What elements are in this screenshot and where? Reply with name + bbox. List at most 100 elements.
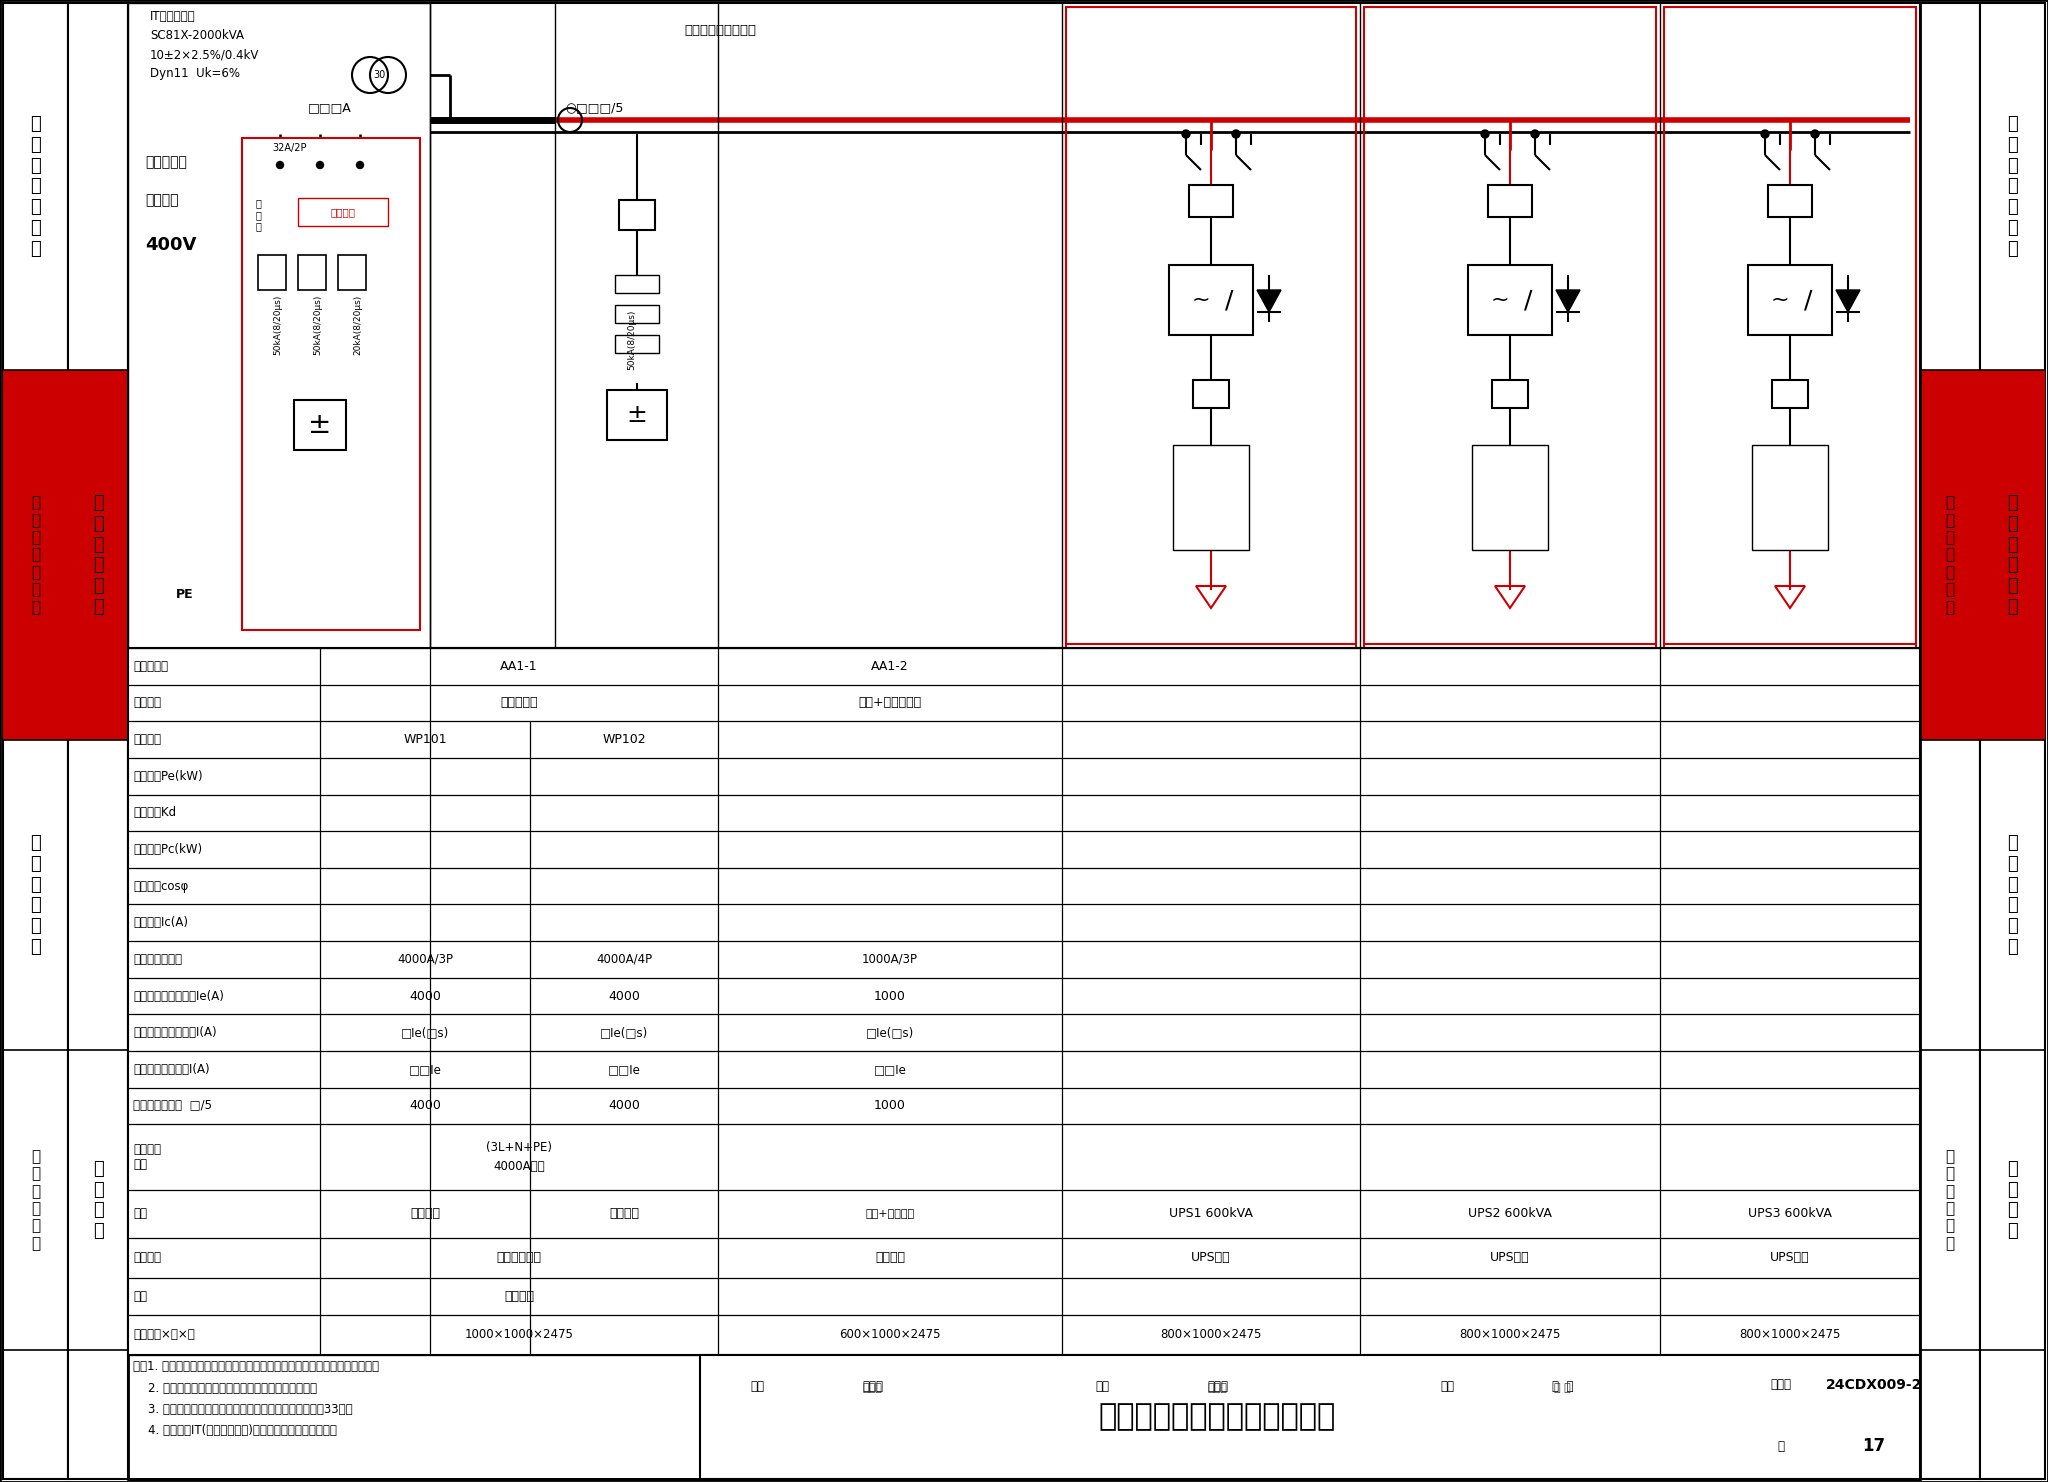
- Polygon shape: [1257, 290, 1280, 313]
- Text: □□□A: □□□A: [307, 101, 352, 114]
- Text: AA1-2: AA1-2: [870, 659, 909, 673]
- Bar: [614, 276, 659, 293]
- Circle shape: [1810, 130, 1819, 138]
- Text: 800×1000×2475: 800×1000×2475: [1739, 1328, 1841, 1341]
- Text: 用途: 用途: [133, 1208, 147, 1221]
- Text: WP101: WP101: [403, 734, 446, 745]
- Bar: [1473, 445, 1548, 550]
- Text: 变
压
器: 变 压 器: [256, 199, 260, 231]
- Text: 24CDX009-2: 24CDX009-2: [1825, 1378, 1921, 1392]
- Bar: [1772, 379, 1808, 408]
- Text: 锂
离
子
电
池
柜: 锂 离 子 电 池 柜: [31, 834, 41, 956]
- Bar: [1980, 3, 2046, 1479]
- Text: 短延时保护整定电流I(A): 短延时保护整定电流I(A): [133, 1026, 217, 1039]
- Polygon shape: [1835, 290, 1860, 313]
- Bar: [1364, 7, 1657, 645]
- Bar: [299, 255, 326, 290]
- Text: 50kA(8/20μs): 50kA(8/20μs): [274, 295, 283, 356]
- Bar: [338, 255, 367, 290]
- Text: AA1-1: AA1-1: [500, 659, 539, 673]
- Text: 电
力
模
块
及
其: 电 力 模 块 及 其: [92, 494, 102, 617]
- Text: 尺寸：宽×高×深: 尺寸：宽×高×深: [133, 1328, 195, 1341]
- Text: 电流互感器变比  □/5: 电流互感器变比 □/5: [133, 1100, 213, 1113]
- Text: 监控系统: 监控系统: [133, 1251, 162, 1264]
- Text: UPS主控: UPS主控: [1192, 1251, 1231, 1264]
- Circle shape: [1233, 130, 1239, 138]
- Text: 计算容量Pc(kW): 计算容量Pc(kW): [133, 843, 203, 857]
- Text: 50kA(8/20μs): 50kA(8/20μs): [313, 295, 322, 356]
- Text: 4000A/4P: 4000A/4P: [596, 953, 651, 966]
- Text: 17: 17: [1862, 1438, 1886, 1455]
- Text: UPS1 600kVA: UPS1 600kVA: [1169, 1208, 1253, 1221]
- Text: 设备容量Pe(kW): 设备容量Pe(kW): [133, 769, 203, 782]
- Text: □□Ie: □□Ie: [408, 1063, 442, 1076]
- Text: 断路器型号规格: 断路器型号规格: [133, 953, 182, 966]
- Text: 设
计
与
安
装
要
点: 设 计 与 安 装 要 点: [2007, 116, 2017, 258]
- Text: 功率因数cosφ: 功率因数cosφ: [133, 880, 188, 892]
- Circle shape: [1532, 130, 1538, 138]
- Circle shape: [1481, 130, 1489, 138]
- Text: 电力模块低压配电系统示例一: 电力模块低压配电系统示例一: [1100, 1402, 1335, 1432]
- Bar: [1194, 379, 1229, 408]
- Text: 4000: 4000: [608, 1100, 639, 1113]
- Bar: [2, 3, 68, 1479]
- Text: (3L+N+PE)
4000A铜排: (3L+N+PE) 4000A铜排: [485, 1141, 553, 1174]
- Text: ~: ~: [1772, 290, 1790, 310]
- Bar: [1921, 370, 2046, 740]
- Bar: [1468, 265, 1552, 335]
- Text: 图集号: 图集号: [1772, 1378, 1792, 1392]
- Text: 黄祖凯: 黄祖凯: [862, 1380, 883, 1393]
- Text: 600×1000×2475: 600×1000×2475: [840, 1328, 940, 1341]
- Text: □Ie(□s): □Ie(□s): [401, 1026, 449, 1039]
- Bar: [1174, 445, 1249, 550]
- Text: 审核: 审核: [750, 1380, 764, 1393]
- Text: 一次系统图: 一次系统图: [145, 156, 186, 169]
- Text: 智
能
化
管
理
系
统: 智 能 化 管 理 系 统: [1946, 495, 1954, 615]
- Text: 母联输入: 母联输入: [608, 1208, 639, 1221]
- Bar: [1489, 185, 1532, 216]
- Text: WP102: WP102: [602, 734, 645, 745]
- Bar: [127, 3, 1921, 1479]
- Text: 无功+谐波补偿柜: 无功+谐波补偿柜: [858, 697, 922, 710]
- Text: 32A/2P: 32A/2P: [272, 142, 307, 153]
- Text: 间
接
蒸
发: 间 接 蒸 发: [2007, 1160, 2017, 1240]
- Text: 回路编号: 回路编号: [133, 734, 162, 745]
- Text: 锂
离
子
电
池
柜: 锂 离 子 电 池 柜: [2007, 834, 2017, 956]
- Circle shape: [1182, 130, 1190, 138]
- Text: 1000: 1000: [874, 1100, 905, 1113]
- Text: □Ie(□s): □Ie(□s): [600, 1026, 647, 1039]
- Bar: [614, 335, 659, 353]
- Text: 电缆型号
规格: 电缆型号 规格: [133, 1143, 162, 1171]
- Text: UPS主控: UPS主控: [1491, 1251, 1530, 1264]
- Bar: [1493, 379, 1528, 408]
- Text: 张丽娟: 张丽娟: [1208, 1384, 1227, 1393]
- Bar: [127, 3, 430, 648]
- Bar: [1190, 185, 1233, 216]
- Text: 设
计
与
安
装
要
点: 设 计 与 安 装 要 点: [31, 116, 41, 258]
- Text: 长延时保护整定电流Ie(A): 长延时保护整定电流Ie(A): [133, 990, 223, 1002]
- Text: 开关柜型: 开关柜型: [133, 697, 162, 710]
- Text: 柜级监控单元: 柜级监控单元: [496, 1251, 541, 1264]
- Text: 三段保护: 三段保护: [504, 1289, 535, 1303]
- Text: 800×1000×2475: 800×1000×2475: [1460, 1328, 1561, 1341]
- Text: 4000: 4000: [410, 1100, 440, 1113]
- Text: 张丽娟: 张丽娟: [1206, 1380, 1229, 1393]
- Bar: [68, 3, 127, 1479]
- Text: /: /: [1225, 288, 1233, 313]
- Text: 4000A/3P: 4000A/3P: [397, 953, 453, 966]
- Circle shape: [276, 162, 283, 169]
- Bar: [295, 400, 346, 451]
- Text: 页: 页: [1778, 1439, 1784, 1452]
- Text: UPS主控: UPS主控: [1769, 1251, 1810, 1264]
- Text: □Ie(□s): □Ie(□s): [866, 1026, 913, 1039]
- Bar: [127, 648, 1921, 1355]
- Text: 智
能
化
管
理
系
统: 智 能 化 管 理 系 统: [31, 495, 41, 615]
- Text: 注：1. 断路器长延时、短延时、瞬动保护整定电流值等参数由工程设计确定。
    2. 每台馈线柜内断路器规格、数量由工程设计确定。
    3. 电力模块内不: 注：1. 断路器长延时、短延时、瞬动保护整定电流值等参数由工程设计确定。 2. …: [133, 1360, 379, 1438]
- Text: 无功+谐波补偿: 无功+谐波补偿: [866, 1209, 915, 1220]
- Text: 开关柜编号: 开关柜编号: [133, 659, 168, 673]
- Bar: [1169, 265, 1253, 335]
- Bar: [1067, 7, 1356, 645]
- Text: 400V: 400V: [145, 236, 197, 253]
- Bar: [606, 390, 666, 440]
- Text: /: /: [1524, 288, 1532, 313]
